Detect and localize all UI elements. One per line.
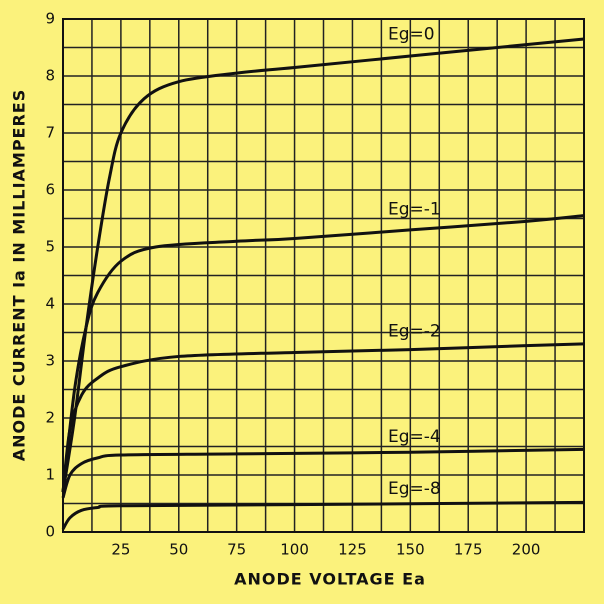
x-axis-title: ANODE VOLTAGE Ea [234,570,426,589]
plot-frame [62,18,585,533]
x-tick-label: 75 [227,541,246,559]
y-tick-label: 1 [45,466,55,484]
x-tick-label: 150 [396,541,425,559]
series-label: Eg=-8 [388,479,441,499]
y-tick-label: 4 [45,295,55,313]
x-tick-label: 175 [454,541,483,559]
y-tick-label: 3 [45,352,55,370]
y-tick-label: 7 [45,124,55,142]
y-tick-label: 8 [45,67,55,85]
x-tick-label: 50 [169,541,188,559]
y-axis-title: ANODE CURRENT Ia IN MILLIAMPERES [10,89,29,462]
y-tick-label: 9 [45,10,55,28]
x-tick-label: 100 [280,541,309,559]
y-tick-label: 5 [45,238,55,256]
curve [61,447,585,499]
series-label: Eg=-2 [388,322,441,342]
x-tick-label: 125 [338,541,367,559]
y-tick-label: 0 [45,523,55,541]
y-tick-label: 2 [45,409,55,427]
curve [61,500,585,530]
series-label: Eg=-4 [388,427,441,447]
curve [61,214,585,493]
series-label: Eg=0 [388,24,435,44]
x-tick-label: 200 [512,541,541,559]
series-label: Eg=-1 [388,200,441,220]
y-tick-label: 6 [45,181,55,199]
x-tick-label: 25 [111,541,130,559]
curve [61,342,585,493]
